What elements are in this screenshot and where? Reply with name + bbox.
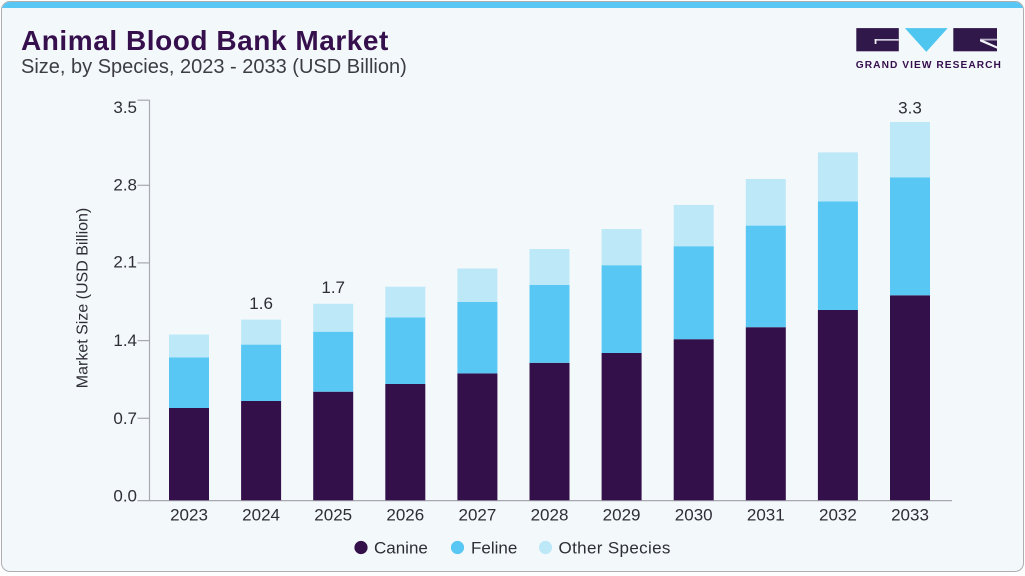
svg-text:1.4: 1.4 — [113, 331, 137, 350]
svg-text:2033: 2033 — [891, 506, 929, 525]
svg-text:2030: 2030 — [675, 506, 713, 525]
svg-text:Feline: Feline — [471, 539, 517, 558]
svg-text:2032: 2032 — [819, 506, 857, 525]
svg-text:2026: 2026 — [386, 506, 424, 525]
svg-text:2028: 2028 — [531, 506, 569, 525]
svg-text:2.1: 2.1 — [113, 253, 137, 272]
svg-text:GRAND VIEW RESEARCH: GRAND VIEW RESEARCH — [856, 60, 1002, 71]
svg-text:2.8: 2.8 — [113, 176, 137, 195]
svg-text:2029: 2029 — [603, 506, 641, 525]
svg-text:0.0: 0.0 — [113, 487, 137, 506]
svg-text:2031: 2031 — [747, 506, 785, 525]
svg-text:Canine: Canine — [374, 539, 428, 558]
svg-text:1.6: 1.6 — [249, 294, 273, 313]
svg-text:2023: 2023 — [170, 506, 208, 525]
svg-text:0.7: 0.7 — [113, 409, 137, 428]
svg-text:3.3: 3.3 — [898, 98, 922, 117]
svg-text:Market Size (USD Billion): Market Size (USD Billion) — [74, 208, 91, 388]
svg-text:2025: 2025 — [314, 506, 352, 525]
svg-text:2024: 2024 — [242, 506, 280, 525]
svg-text:1.7: 1.7 — [321, 278, 345, 297]
svg-text:Other Species: Other Species — [559, 539, 671, 558]
svg-text:3.5: 3.5 — [113, 98, 137, 117]
svg-text:2027: 2027 — [458, 506, 496, 525]
